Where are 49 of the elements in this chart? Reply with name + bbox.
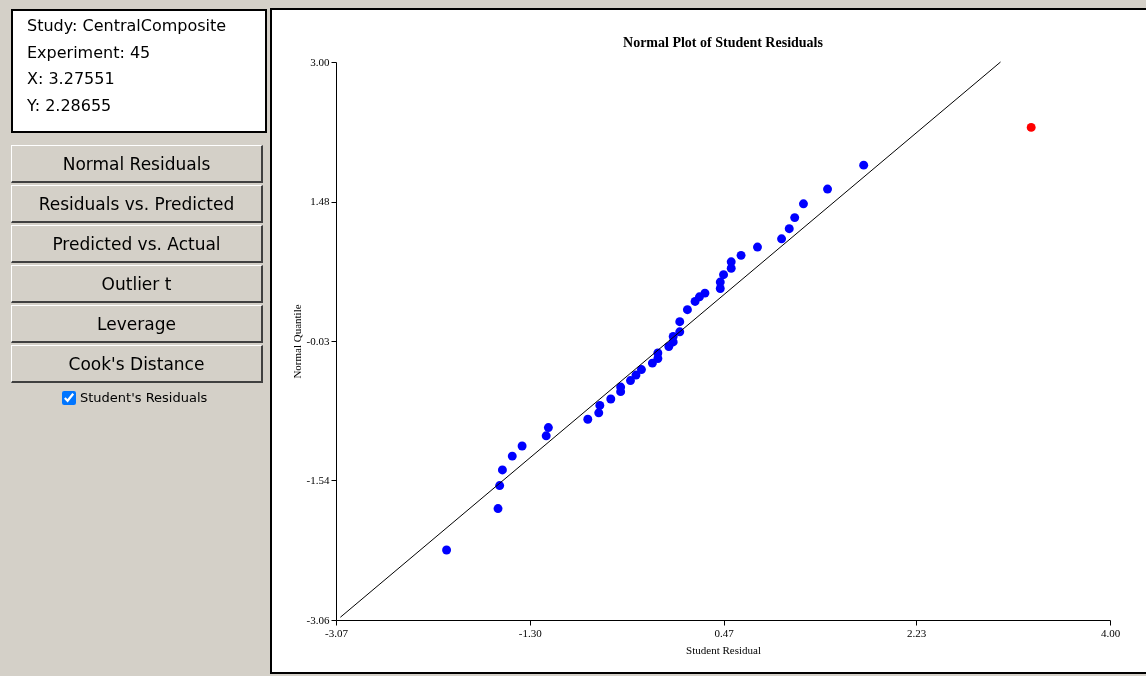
point (1026, 122, 1036, 132)
point (790, 213, 800, 223)
x-axis-title: Student Residual (686, 643, 761, 656)
text: Leverage (11, 305, 263, 343)
point (823, 184, 833, 194)
point (777, 234, 787, 244)
point (859, 160, 869, 170)
point (675, 317, 685, 327)
text: Cook's Distance (11, 345, 263, 383)
point (682, 305, 692, 315)
y-tick-label: -1.54 (306, 473, 330, 486)
point (497, 465, 507, 475)
y-tick-label: -0.03 (306, 334, 330, 347)
point (700, 288, 710, 298)
y-tick-label: 3.00 (310, 55, 330, 68)
point (493, 504, 503, 514)
y-axis-title: Normal Quantile (290, 304, 303, 379)
point (541, 431, 551, 441)
text: Student's Residuals (80, 390, 208, 405)
y-tick-label: -3.06 (306, 613, 330, 626)
point (626, 376, 635, 386)
x-tick-label: 2.23 (907, 626, 927, 639)
point (784, 224, 794, 234)
text: Study: CentralComposite (27, 15, 228, 37)
text: Predicted vs. Actual (11, 225, 263, 263)
chart-title: Normal Plot of Student Residuals (623, 35, 824, 50)
point (583, 414, 593, 424)
point (606, 394, 616, 404)
point (798, 199, 808, 209)
text: Y: 2.28655 (27, 94, 113, 117)
x-tick-label: -3.07 (325, 626, 349, 639)
text: Outlier t (11, 265, 263, 303)
point (753, 242, 762, 252)
text: Experiment: 45 (27, 41, 152, 64)
y-tick-label: 1.48 (310, 195, 330, 208)
x-tick-label: 4.00 (1100, 626, 1121, 639)
point (736, 250, 746, 260)
text: Residuals vs. Predicted (11, 185, 263, 223)
point (719, 270, 729, 280)
point (636, 365, 646, 375)
point (543, 423, 553, 433)
text: X: 3.27551 (27, 68, 116, 90)
x-tick-label: -1.30 (518, 626, 543, 639)
text: Normal Residuals (11, 145, 263, 183)
point (595, 400, 605, 410)
point (442, 545, 452, 555)
x-tick-label: 0.47 (714, 626, 735, 639)
point (517, 441, 527, 451)
point (507, 451, 517, 461)
